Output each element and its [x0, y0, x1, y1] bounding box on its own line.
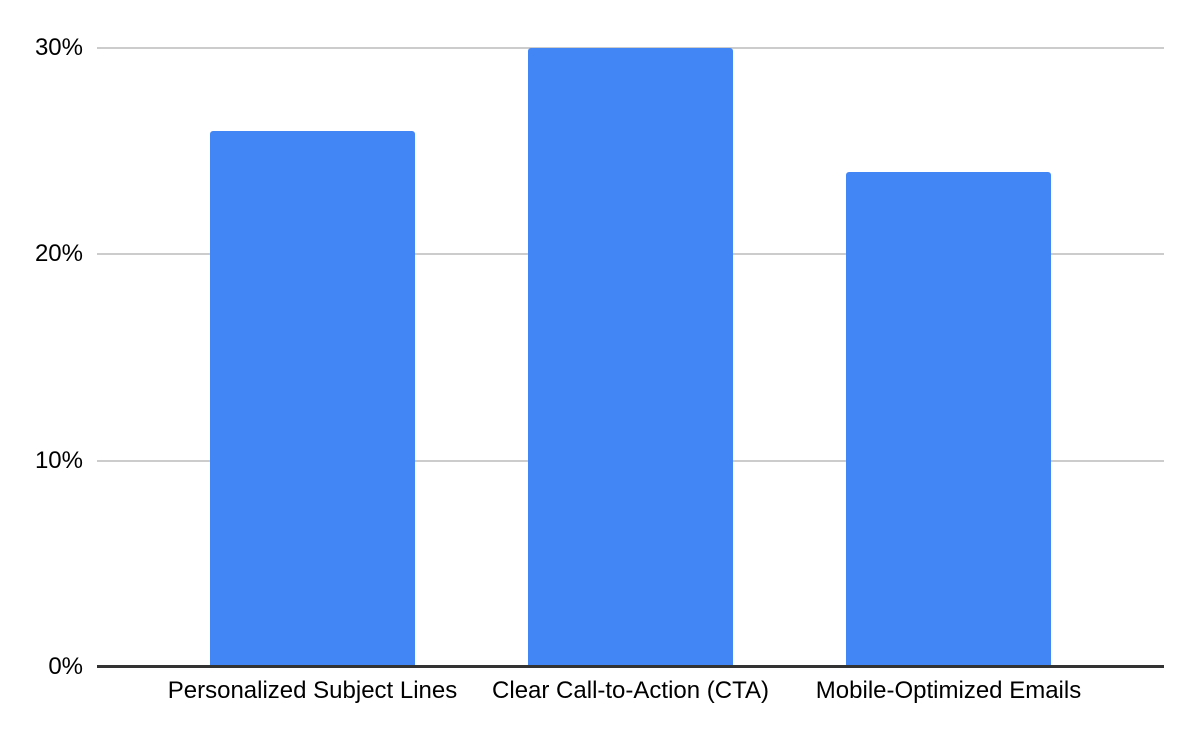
- bar-0: [210, 130, 415, 667]
- y-tick-label: 20%: [34, 240, 83, 268]
- x-category-label: Mobile-Optimized Emails: [815, 677, 1082, 704]
- x-category-label: Clear Call-to-Action (CTA): [492, 677, 769, 704]
- y-tick-label: 0%: [48, 653, 83, 680]
- x-category-label: Personalized Subject Lines: [167, 677, 458, 704]
- bar-1: [528, 48, 733, 667]
- y-tick-label: 10%: [34, 446, 83, 474]
- x-axis-line: [97, 665, 1164, 668]
- y-tick-label: 30%: [34, 34, 83, 61]
- bars: [97, 48, 1164, 667]
- plot-area: [97, 47, 1164, 668]
- bar-2: [846, 171, 1051, 667]
